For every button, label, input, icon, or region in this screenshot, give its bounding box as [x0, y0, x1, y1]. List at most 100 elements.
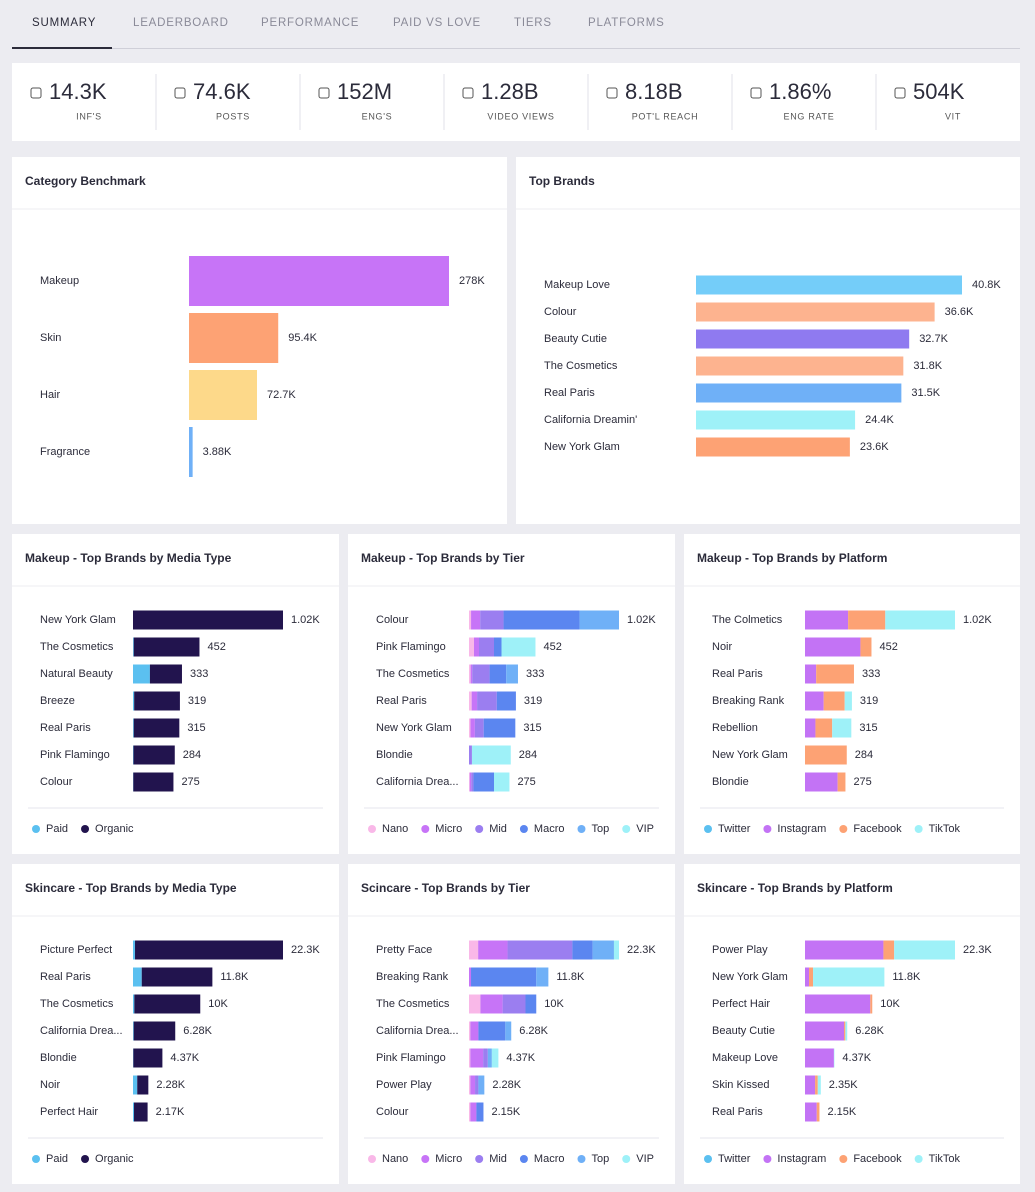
- bar-segment: [469, 664, 471, 684]
- legend-swatch: [421, 825, 430, 833]
- value-label: 95.4K: [288, 332, 317, 344]
- value-label: 36.6K: [945, 306, 974, 318]
- kpi-icon: [462, 87, 474, 99]
- bar-segment: [469, 967, 472, 987]
- bar-segment: [471, 691, 478, 711]
- category-label: Colour: [376, 1106, 409, 1118]
- kpi-label: ENG RATE: [784, 111, 835, 121]
- category-label: Perfect Hair: [712, 998, 770, 1010]
- value-label: 11.8K: [556, 971, 585, 983]
- category-label: California Dreamin': [544, 414, 637, 426]
- legend-label: TikTok: [929, 823, 961, 835]
- value-label: 11.8K: [220, 971, 249, 983]
- bar-segment: [816, 664, 854, 684]
- bar-segment: [805, 967, 810, 987]
- bar-segment: [805, 691, 824, 711]
- bar-segment: [805, 1048, 834, 1068]
- bar: [696, 410, 856, 430]
- bar-segment: [805, 772, 838, 792]
- bar-segment: [471, 967, 537, 987]
- value-label: 319: [860, 695, 878, 707]
- category-label: The Cosmetics: [544, 360, 618, 372]
- category-label: Rebellion: [712, 722, 758, 734]
- value-label: 315: [859, 722, 877, 734]
- tab[interactable]: PERFORMANCE: [261, 17, 359, 29]
- kpi-value: 8.18B: [625, 79, 683, 104]
- value-label: 10K: [208, 998, 228, 1010]
- panel-title: Top Brands: [529, 174, 595, 188]
- bar-segment: [848, 610, 886, 630]
- bar-segment: [141, 967, 213, 987]
- bar-segment: [469, 745, 472, 765]
- value-label: 278K: [459, 275, 485, 287]
- legend-swatch: [914, 1155, 923, 1163]
- legend-label: Twitter: [718, 1153, 751, 1165]
- kpi-value: 504K: [913, 79, 965, 104]
- legend-label: VIP: [636, 1153, 654, 1165]
- value-label: 333: [526, 668, 544, 680]
- bar-segment: [501, 637, 536, 657]
- category-label: New York Glam: [40, 614, 116, 626]
- category-label: Beauty Cutie: [712, 1025, 775, 1037]
- bar-segment: [502, 994, 526, 1014]
- bar-segment: [885, 610, 955, 630]
- value-label: 452: [879, 641, 897, 653]
- value-label: 319: [188, 695, 206, 707]
- legend-label: Paid: [46, 1153, 68, 1165]
- category-label: Noir: [40, 1079, 61, 1091]
- bar-segment: [572, 940, 593, 960]
- bar-segment: [860, 637, 872, 657]
- legend-swatch: [475, 825, 484, 833]
- value-label: 1.02K: [291, 614, 320, 626]
- bar-segment: [579, 610, 619, 630]
- tab[interactable]: TIERS: [514, 17, 552, 29]
- bar-segment: [870, 994, 873, 1014]
- bar-segment: [133, 967, 142, 987]
- value-label: 22.3K: [291, 944, 320, 956]
- category-label: Colour: [376, 614, 409, 626]
- category-label: Breeze: [40, 695, 75, 707]
- panel: [348, 864, 675, 1184]
- bar-segment: [478, 940, 508, 960]
- tab[interactable]: SUMMARY: [32, 17, 96, 29]
- legend-label: Top: [591, 1153, 609, 1165]
- category-label: Beauty Cutie: [544, 333, 607, 345]
- bar-segment: [134, 1102, 148, 1122]
- bar-segment: [133, 745, 175, 765]
- bar-segment: [133, 940, 136, 960]
- bar-segment: [133, 1048, 163, 1068]
- category-label: Breaking Rank: [712, 695, 785, 707]
- bar: [696, 329, 910, 349]
- legend-swatch: [622, 1155, 631, 1163]
- legend-label: Micro: [435, 1153, 462, 1165]
- bar-segment: [474, 637, 479, 657]
- value-label: 22.3K: [963, 944, 992, 956]
- tab[interactable]: PLATFORMS: [588, 17, 665, 29]
- tab[interactable]: LEADERBOARD: [133, 17, 229, 29]
- bar-segment: [469, 610, 472, 630]
- bar-segment: [472, 664, 490, 684]
- bar-segment: [470, 718, 475, 738]
- bar-segment: [503, 610, 580, 630]
- bar-segment: [844, 691, 852, 711]
- bar-segment: [137, 1075, 149, 1095]
- category-label: Hair: [40, 389, 61, 401]
- category-label: Fragrance: [40, 446, 90, 458]
- bar-segment: [613, 940, 619, 960]
- bar-segment: [815, 1075, 818, 1095]
- category-label: Real Paris: [40, 971, 91, 983]
- panel-title: Makeup - Top Brands by Media Type: [25, 551, 232, 565]
- tab[interactable]: PAID VS LOVE: [393, 17, 481, 29]
- bar-segment: [133, 664, 150, 684]
- kpi-icon: [750, 87, 762, 99]
- legend-swatch: [577, 1155, 586, 1163]
- bar: [189, 256, 449, 306]
- category-label: Blondie: [712, 776, 749, 788]
- kpi-value: 1.86%: [769, 79, 831, 104]
- bar-segment: [475, 1075, 479, 1095]
- bar-segment: [476, 1102, 484, 1122]
- value-label: 4.37K: [842, 1052, 871, 1064]
- legend-swatch: [81, 825, 90, 833]
- category-label: New York Glam: [376, 722, 452, 734]
- category-label: Pink Flamingo: [376, 641, 446, 653]
